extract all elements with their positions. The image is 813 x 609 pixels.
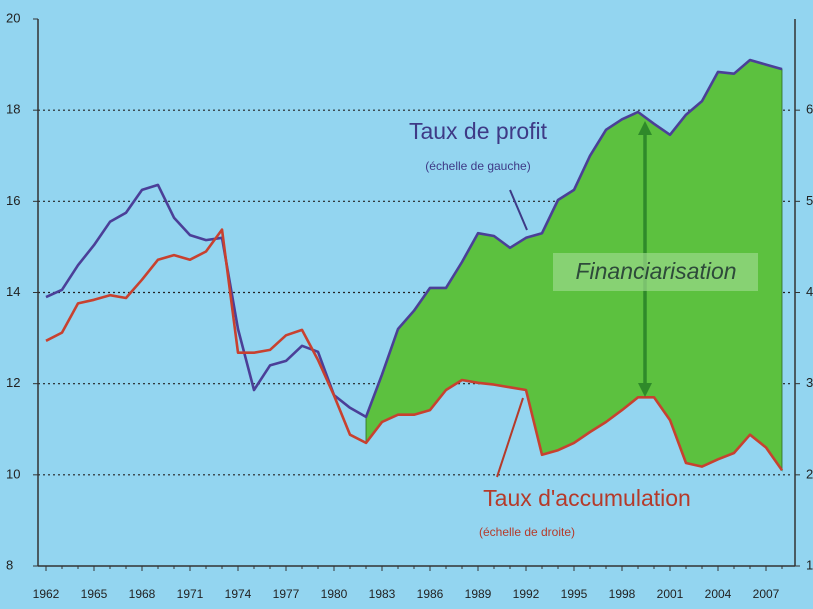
annotation: Taux d'accumulation <box>483 485 691 511</box>
annotation: (échelle de droite) <box>479 525 575 539</box>
x-tick-label: 2007 <box>753 587 780 601</box>
x-tick-label: 1968 <box>129 587 156 601</box>
y-tick-label: 18 <box>6 102 20 117</box>
y-tick-label: 8 <box>6 557 13 572</box>
y-tick-label: 20 <box>6 10 20 25</box>
x-tick-label: 1998 <box>609 587 636 601</box>
y2-tick-label: 6 <box>806 102 813 117</box>
annotation: (échelle de gauche) <box>425 159 530 173</box>
x-tick-label: 1980 <box>321 587 348 601</box>
x-tick-label: 1983 <box>369 587 396 601</box>
y2-tick-label: 4 <box>806 284 813 299</box>
x-tick-label: 1992 <box>513 587 540 601</box>
pointer <box>496 397 524 478</box>
y2-tick-label: 1 <box>806 557 813 572</box>
x-tick-label: 1995 <box>561 587 588 601</box>
x-tick-label: 1965 <box>81 587 108 601</box>
x-tick-label: 1962 <box>33 587 60 601</box>
y-tick-label: 16 <box>6 193 20 208</box>
x-tick-label: 1971 <box>177 587 204 601</box>
y2-tick-label: 2 <box>806 466 813 481</box>
y-tick-label: 10 <box>6 466 20 481</box>
pointer <box>509 189 528 231</box>
series-line <box>45 58 783 419</box>
x-tick-label: 1974 <box>225 587 252 601</box>
x-tick-label: 2001 <box>657 587 684 601</box>
y-tick-label: 14 <box>6 284 20 299</box>
y2-tick-label: 5 <box>806 193 813 208</box>
label-box <box>553 253 758 291</box>
y-tick-label: 12 <box>6 375 20 390</box>
x-tick-label: 1977 <box>273 587 300 601</box>
annotation: Financiarisation <box>575 258 736 284</box>
y2-tick-label: 3 <box>806 375 813 390</box>
annotation: Taux de profit <box>409 118 548 144</box>
x-tick-label: 2004 <box>705 587 732 601</box>
series-line <box>45 228 784 472</box>
x-tick-label: 1986 <box>417 587 444 601</box>
x-tick-label: 1989 <box>465 587 492 601</box>
